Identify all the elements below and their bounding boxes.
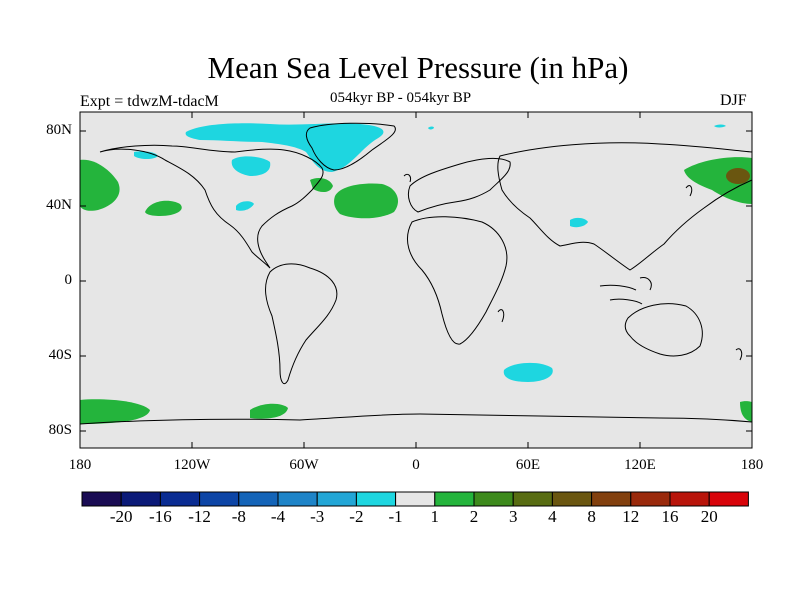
- colorbar-label: 1: [430, 507, 440, 526]
- colorbar-label: -1: [388, 507, 403, 526]
- lat-label-80n: 80N: [46, 122, 72, 138]
- colorbar-label: -12: [188, 507, 211, 526]
- colorbar-swatch: [473, 491, 514, 507]
- colorbar: [81, 491, 749, 507]
- lon-label-120e: 120E: [624, 457, 656, 473]
- colorbar-swatch: [708, 491, 749, 507]
- coastlines: [79, 122, 753, 425]
- colorbar-label: -16: [149, 507, 172, 526]
- colorbar-label: 3: [508, 507, 518, 526]
- colorbar-swatch: [434, 491, 475, 507]
- map-title: Mean Sea Level Pressure (in hPa): [207, 50, 629, 85]
- colorbar-swatch: [120, 491, 161, 507]
- colorbar-label: -3: [310, 507, 325, 526]
- colorbar-label: 2: [469, 507, 479, 526]
- colorbar-swatch: [630, 491, 671, 507]
- lon-label-120w: 120W: [173, 457, 211, 473]
- colorbar-swatch: [238, 491, 279, 507]
- lon-label-180w: 180: [68, 457, 92, 473]
- lon-label-0: 0: [412, 457, 420, 473]
- colorbar-label: 8: [587, 507, 596, 526]
- colorbar-swatch: [591, 491, 632, 507]
- colorbar-swatch: [316, 491, 357, 507]
- axis-ticks: [80, 112, 752, 448]
- lon-label-60e: 60E: [515, 457, 541, 473]
- colorbar-label: -4: [270, 507, 286, 526]
- colorbar-swatch: [669, 491, 710, 507]
- colorbar-label: -8: [231, 507, 246, 526]
- colorbar-label: -20: [109, 507, 133, 526]
- colorbar-label: -2: [349, 507, 364, 526]
- strong-positive-anomaly: [726, 168, 750, 184]
- colorbar-swatch: [159, 491, 201, 507]
- lat-label-0: 0: [64, 272, 73, 288]
- lat-label-80s: 80S: [48, 422, 72, 438]
- colorbar-swatch: [81, 491, 122, 507]
- experiment-label: Expt = tdwzM-tdacM: [80, 93, 219, 110]
- colorbar-label: 12: [622, 507, 640, 526]
- colorbar-swatch: [277, 491, 318, 507]
- colorbar-label: 16: [661, 507, 679, 526]
- colorbar-label: 4: [548, 507, 557, 526]
- colorbar-swatch: [355, 491, 397, 507]
- map-subtitle: 054kyr BP - 054kyr BP: [330, 90, 472, 106]
- colorbar-swatch: [551, 491, 593, 507]
- lat-label-40s: 40S: [48, 347, 72, 363]
- map-background: [80, 112, 752, 448]
- positive-anomaly-regions: [80, 157, 752, 424]
- colorbar-swatch: [395, 491, 436, 507]
- colorbar-swatch: [199, 491, 240, 507]
- colorbar-swatch: [512, 491, 553, 507]
- lon-label-60w: 60W: [289, 457, 319, 473]
- negative-anomaly-regions: [134, 123, 726, 382]
- lon-label-180e: 180: [740, 457, 764, 473]
- colorbar-label: 20: [700, 507, 718, 526]
- season-label: DJF: [720, 92, 747, 109]
- lat-label-40n: 40N: [46, 197, 72, 213]
